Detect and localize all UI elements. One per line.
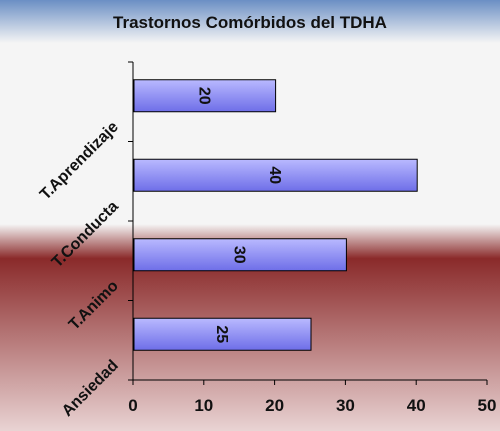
x-tick-label: 50 [478, 396, 497, 415]
x-tick-label: 20 [265, 396, 284, 415]
data-label: 20 [195, 87, 212, 105]
x-tick-label: 30 [336, 396, 355, 415]
x-tick-label: 0 [128, 396, 137, 415]
bar [133, 79, 277, 113]
data-label: 30 [231, 246, 248, 264]
chart-title: Trastornos Comórbidos del TDHA [113, 13, 387, 32]
data-label: 25 [213, 325, 230, 343]
bar [133, 238, 347, 272]
data-label: 40 [266, 166, 283, 184]
bar [133, 317, 312, 351]
x-tick-label: 40 [407, 396, 426, 415]
x-tick-label: 10 [194, 396, 213, 415]
bar [133, 158, 418, 192]
